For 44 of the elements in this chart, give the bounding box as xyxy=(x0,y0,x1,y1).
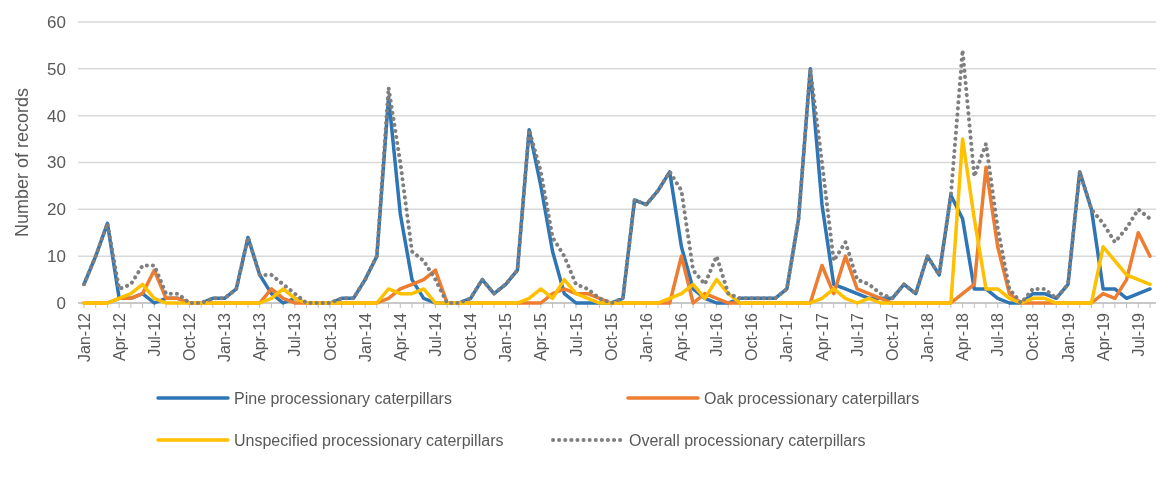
x-tick-label: Oct-16 xyxy=(743,312,761,362)
x-tick-label: Jan-16 xyxy=(637,312,655,362)
x-tick-label: Jan-13 xyxy=(216,312,234,362)
x-tick-label: Jul-14 xyxy=(427,312,445,357)
x-tick-label: Apr-17 xyxy=(813,312,831,362)
x-tick-label: Oct-14 xyxy=(462,312,480,362)
x-tick-label: Apr-12 xyxy=(110,312,128,362)
y-tick-label: 10 xyxy=(47,247,66,267)
x-tick-label: Jan-18 xyxy=(919,312,937,362)
y-tick-label: 50 xyxy=(47,59,66,79)
y-tick-label: 60 xyxy=(47,12,66,32)
x-tick-label: Oct-13 xyxy=(321,312,339,362)
x-tick-label: Oct-17 xyxy=(883,312,901,362)
x-tick-label: Jul-13 xyxy=(286,312,304,357)
x-tick-label: Jan-15 xyxy=(497,312,515,362)
x-tick-label: Jul-12 xyxy=(145,312,163,357)
x-tick-label: Jul-19 xyxy=(1129,312,1147,357)
x-tick-label: Jul-17 xyxy=(848,312,866,357)
x-tick-label: Apr-14 xyxy=(391,312,409,362)
y-tick-label: 30 xyxy=(47,153,66,173)
x-tick-label: Oct-12 xyxy=(181,312,199,362)
legend-label: Pine processionary caterpillars xyxy=(234,389,452,407)
line-series xyxy=(82,137,1152,305)
y-tick-label: 0 xyxy=(56,293,66,313)
x-tick-label: Apr-13 xyxy=(251,312,269,362)
x-tick-label: Jan-17 xyxy=(778,312,796,362)
x-tick-label: Apr-19 xyxy=(1094,312,1112,362)
x-tick-label: Jan-12 xyxy=(75,312,93,362)
y-axis-title: Number of records xyxy=(12,87,32,238)
legend-label: Unspecified processionary caterpillars xyxy=(234,431,504,449)
x-tick-label: Jul-18 xyxy=(989,312,1007,357)
y-tick-label: 40 xyxy=(47,106,66,126)
x-tick-label: Oct-18 xyxy=(1024,312,1042,362)
y-tick-label: 20 xyxy=(47,200,66,220)
x-tick-label: Apr-16 xyxy=(673,312,691,362)
legend-label: Overall processionary caterpillars xyxy=(629,431,866,449)
x-tick-label: Jan-19 xyxy=(1059,312,1077,362)
x-tick-label: Apr-18 xyxy=(954,312,972,362)
x-tick-label: Jul-16 xyxy=(708,312,726,357)
legend-label: Oak processionary caterpillars xyxy=(704,389,920,407)
x-tick-label: Oct-15 xyxy=(602,312,620,362)
x-tick-label: Apr-15 xyxy=(532,312,550,362)
x-tick-label: Jul-15 xyxy=(567,312,585,357)
x-tick-label: Jan-14 xyxy=(356,312,374,362)
